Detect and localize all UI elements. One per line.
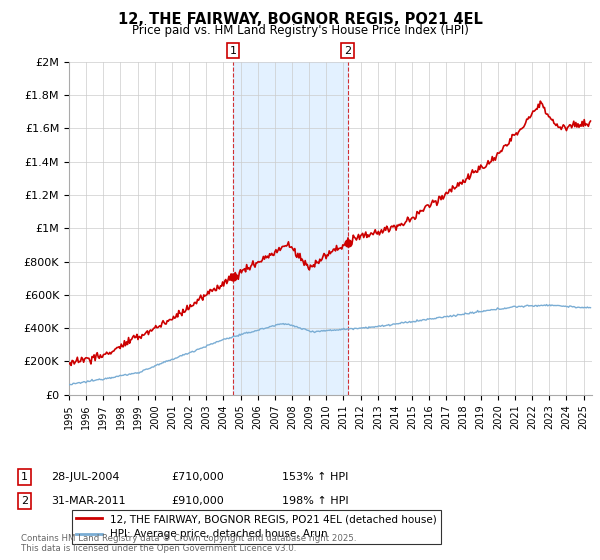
Text: 2: 2	[344, 45, 352, 55]
Text: 12, THE FAIRWAY, BOGNOR REGIS, PO21 4EL: 12, THE FAIRWAY, BOGNOR REGIS, PO21 4EL	[118, 12, 482, 27]
Text: 1: 1	[21, 472, 28, 482]
Text: 31-MAR-2011: 31-MAR-2011	[51, 496, 125, 506]
Legend: 12, THE FAIRWAY, BOGNOR REGIS, PO21 4EL (detached house), HPI: Average price, de: 12, THE FAIRWAY, BOGNOR REGIS, PO21 4EL …	[71, 510, 441, 544]
Text: 28-JUL-2004: 28-JUL-2004	[51, 472, 119, 482]
Text: Price paid vs. HM Land Registry's House Price Index (HPI): Price paid vs. HM Land Registry's House …	[131, 24, 469, 37]
Text: 198% ↑ HPI: 198% ↑ HPI	[282, 496, 349, 506]
Text: £910,000: £910,000	[171, 496, 224, 506]
Text: 2: 2	[21, 496, 28, 506]
Bar	[233, 62, 348, 395]
Text: Contains HM Land Registry data © Crown copyright and database right 2025.
This d: Contains HM Land Registry data © Crown c…	[21, 534, 356, 553]
Text: £710,000: £710,000	[171, 472, 224, 482]
Text: 153% ↑ HPI: 153% ↑ HPI	[282, 472, 349, 482]
Text: 1: 1	[230, 45, 236, 55]
